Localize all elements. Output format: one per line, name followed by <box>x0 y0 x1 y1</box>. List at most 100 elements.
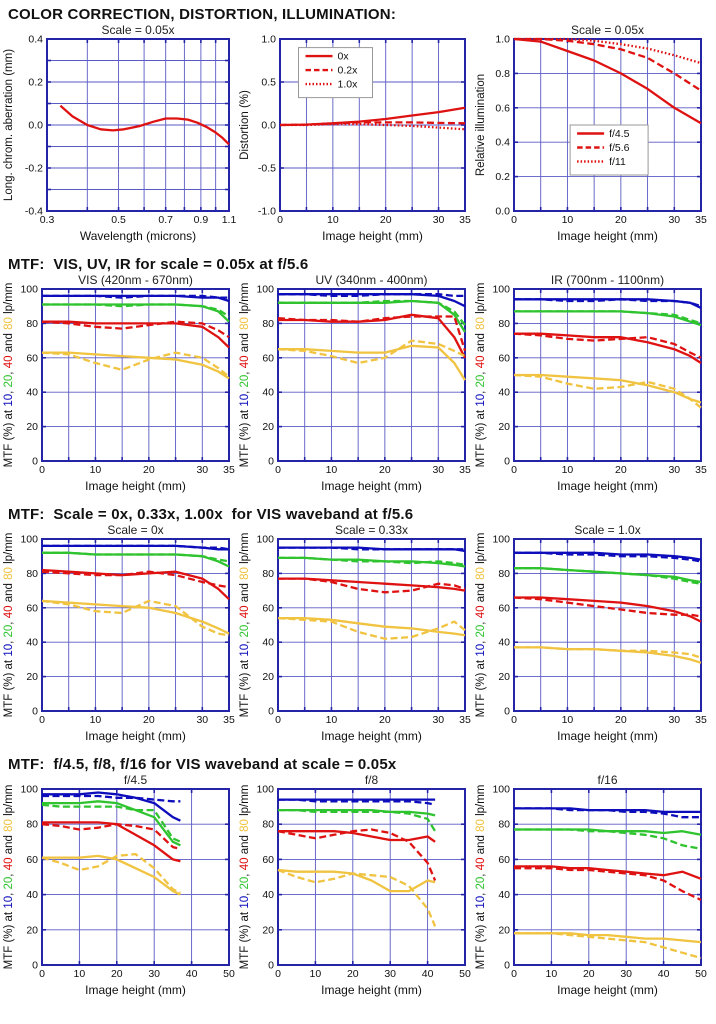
svg-text:f/16: f/16 <box>597 774 617 787</box>
svg-text:40: 40 <box>26 387 38 399</box>
svg-text:40: 40 <box>262 889 274 901</box>
chart-long-chrom-aberration: 0.3 0.5 0.7 0.9 1.1 0.4 0.2 0.0 -0.2 -0.4 Scale = … <box>2 24 238 244</box>
svg-text:20: 20 <box>26 421 38 433</box>
section-title-mtf-fnumbers: MTF: f/4.5, f/8, f/16 for VIS waveband a… <box>8 756 397 773</box>
svg-text:0: 0 <box>268 960 274 972</box>
chart-mtf-f45: 0 10 20 30 40 50 0 20 40 60 80 100 f/4.5 Image height… <box>2 774 238 998</box>
svg-text:40: 40 <box>262 387 274 399</box>
svg-text:f/8: f/8 <box>365 774 379 787</box>
svg-text:35: 35 <box>459 214 471 226</box>
chart-mtf-f16: 0 10 20 30 40 50 0 20 40 60 80 100 f/16 Image height … <box>474 774 710 998</box>
svg-text:Image height (mm): Image height (mm) <box>557 229 658 243</box>
svg-text:30: 30 <box>433 214 445 226</box>
svg-text:Image height (mm): Image height (mm) <box>321 983 422 997</box>
svg-text:f/4.5: f/4.5 <box>124 774 148 787</box>
svg-text:Wavelength (microns): Wavelength (microns) <box>80 229 196 243</box>
svg-text:0.3: 0.3 <box>40 214 55 226</box>
svg-text:20: 20 <box>498 671 510 683</box>
svg-text:60: 60 <box>498 854 510 866</box>
svg-text:20: 20 <box>615 464 627 476</box>
svg-text:Image height (mm): Image height (mm) <box>557 983 658 997</box>
svg-text:0: 0 <box>268 706 274 718</box>
svg-text:0: 0 <box>511 968 517 980</box>
svg-text:0.6: 0.6 <box>495 102 510 114</box>
svg-text:VIS (420nm - 670nm): VIS (420nm - 670nm) <box>78 274 193 287</box>
svg-text:MTF (%) at 10, 20, 40 and 80 l: MTF (%) at 10, 20, 40 and 80 lp/mm <box>239 533 251 718</box>
svg-text:MTF (%) at 10, 20, 40 and 80 l: MTF (%) at 10, 20, 40 and 80 lp/mm <box>3 785 15 970</box>
svg-text:0: 0 <box>504 706 510 718</box>
svg-text:0: 0 <box>504 960 510 972</box>
svg-text:40: 40 <box>498 889 510 901</box>
svg-text:40: 40 <box>26 889 38 901</box>
svg-text:35: 35 <box>695 214 707 226</box>
svg-text:Scale = 0.05x: Scale = 0.05x <box>101 24 174 37</box>
svg-text:50: 50 <box>459 968 471 980</box>
svg-text:0.4: 0.4 <box>495 137 510 149</box>
page-title: COLOR CORRECTION, DISTORTION, ILLUMINATI… <box>8 6 397 23</box>
svg-text:100: 100 <box>492 784 510 796</box>
svg-text:0.0: 0.0 <box>261 120 276 132</box>
svg-text:0.2: 0.2 <box>28 77 43 89</box>
svg-text:UV (340nm - 400nm): UV (340nm - 400nm) <box>315 274 427 287</box>
svg-text:0: 0 <box>39 464 45 476</box>
svg-text:IR (700nm - 1100nm): IR (700nm - 1100nm) <box>551 274 664 287</box>
svg-text:30: 30 <box>148 968 160 980</box>
svg-text:f/5.6: f/5.6 <box>609 142 630 154</box>
svg-text:40: 40 <box>26 637 38 649</box>
svg-text:1.0x: 1.0x <box>338 79 359 91</box>
svg-text:0: 0 <box>39 968 45 980</box>
chart-mtf-scale-10x: 0 10 20 30 35 0 20 40 60 80 100 Scale = 1.0x Image h… <box>474 524 710 744</box>
svg-text:20: 20 <box>111 968 123 980</box>
svg-text:80: 80 <box>26 819 38 831</box>
svg-text:80: 80 <box>498 568 510 580</box>
chart-mtf-f8: 0 10 20 30 40 50 0 20 40 60 80 100 f/8 Image height (… <box>238 774 474 998</box>
svg-text:20: 20 <box>379 464 391 476</box>
svg-text:60: 60 <box>262 854 274 866</box>
svg-text:f/11: f/11 <box>609 156 626 168</box>
svg-text:30: 30 <box>432 714 444 726</box>
svg-text:10: 10 <box>562 714 574 726</box>
svg-text:35: 35 <box>459 464 471 476</box>
svg-text:60: 60 <box>26 602 38 614</box>
svg-text:35: 35 <box>695 464 707 476</box>
svg-text:60: 60 <box>262 352 274 364</box>
svg-text:0: 0 <box>511 714 517 726</box>
svg-text:Image height (mm): Image height (mm) <box>322 229 423 243</box>
svg-text:Distortion (%): Distortion (%) <box>239 90 251 160</box>
svg-text:0: 0 <box>32 960 38 972</box>
svg-text:0: 0 <box>32 706 38 718</box>
svg-text:10: 10 <box>546 968 558 980</box>
svg-text:50: 50 <box>223 968 235 980</box>
svg-text:30: 30 <box>668 214 680 226</box>
svg-text:-0.5: -0.5 <box>258 163 276 175</box>
svg-text:MTF (%) at 10, 20, 40 and 80 l: MTF (%) at 10, 20, 40 and 80 lp/mm <box>239 785 251 970</box>
svg-text:100: 100 <box>20 284 38 296</box>
svg-text:MTF (%) at 10, 20, 40 and 80 l: MTF (%) at 10, 20, 40 and 80 lp/mm <box>475 785 487 970</box>
svg-text:Scale = 0.33x: Scale = 0.33x <box>335 524 408 537</box>
svg-text:0.0: 0.0 <box>28 120 43 132</box>
svg-text:0.0: 0.0 <box>495 206 510 218</box>
svg-text:0: 0 <box>504 456 510 468</box>
svg-text:40: 40 <box>262 637 274 649</box>
svg-text:0.2: 0.2 <box>495 171 510 183</box>
svg-text:Scale = 0.05x: Scale = 0.05x <box>571 24 644 37</box>
chart-distortion: 0 10 20 30 35 1.0 0.5 0.0 -0.5 -1.0 Image height (… <box>238 24 474 244</box>
svg-text:80: 80 <box>498 819 510 831</box>
svg-text:Relative illumination: Relative illumination <box>475 74 487 176</box>
svg-text:0.5: 0.5 <box>261 77 276 89</box>
svg-text:Image height (mm): Image height (mm) <box>85 983 186 997</box>
svg-text:Image height (mm): Image height (mm) <box>557 729 658 743</box>
svg-text:60: 60 <box>26 854 38 866</box>
svg-text:35: 35 <box>223 464 235 476</box>
svg-text:35: 35 <box>223 714 235 726</box>
svg-text:40: 40 <box>422 968 434 980</box>
svg-text:50: 50 <box>695 968 707 980</box>
svg-text:40: 40 <box>498 387 510 399</box>
row-mtf-scales: 0 10 20 30 35 0 20 40 60 80 100 Scale = 0x Image hei… <box>2 524 716 744</box>
svg-text:35: 35 <box>459 714 471 726</box>
svg-text:20: 20 <box>583 968 595 980</box>
section-title-mtf-scales: MTF: Scale = 0x, 0.33x, 1.00x for VIS wa… <box>8 506 414 523</box>
svg-text:10: 10 <box>90 714 102 726</box>
svg-text:Scale = 1.0x: Scale = 1.0x <box>574 524 640 537</box>
svg-text:10: 10 <box>74 968 86 980</box>
